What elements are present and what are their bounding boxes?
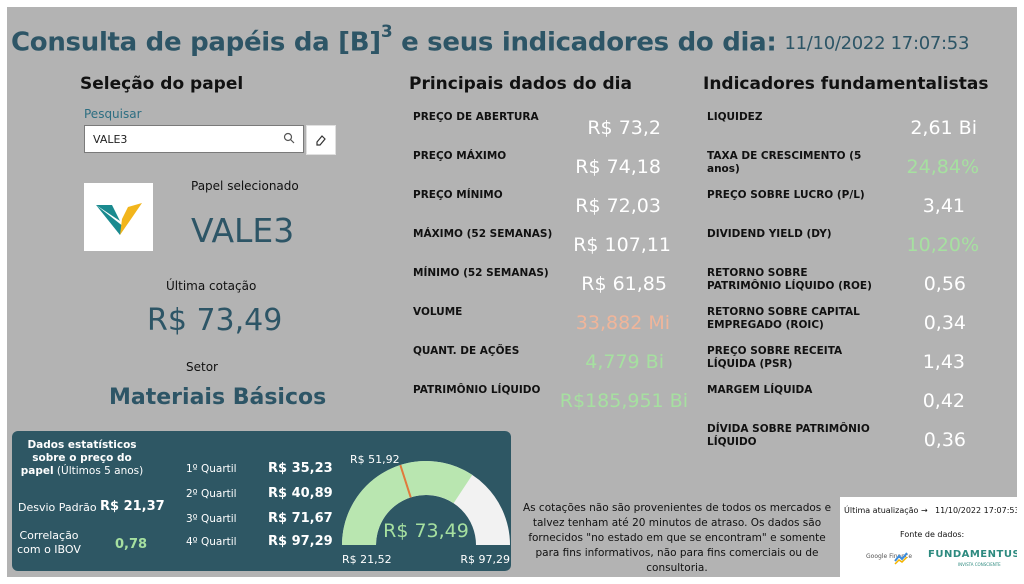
quartile-value: R$ 40,89 — [268, 486, 333, 501]
quartile-label: 4º Quartil — [186, 536, 237, 548]
selected-ticker-value: VALE3 — [191, 211, 295, 250]
price-gauge: R$ 51,92 R$ 73,49 R$ 21,52 R$ 97,29 — [342, 453, 510, 566]
main-data-value: 4,779 Bi — [585, 351, 664, 373]
fundamental-value: 3,41 — [922, 195, 965, 217]
main-data-section-title: Principais dados do dia — [409, 74, 632, 94]
main-data-label: PREÇO MÍNIMO — [413, 189, 503, 201]
last-quote-value: R$ 73,49 — [147, 303, 283, 338]
quartile-label: 2º Quartil — [186, 488, 237, 500]
search-input[interactable]: VALE3 — [84, 125, 304, 153]
update-info-panel: Última atualização → 11/10/2022 17:07:53… — [840, 497, 1017, 577]
main-data-value: R$ 73,2 — [587, 117, 661, 139]
main-data-value: R$ 107,11 — [573, 234, 671, 256]
fundamental-value: 24,84% — [906, 156, 979, 178]
fundamentus-tagline: INVISTA CONSCIENTE — [958, 562, 1001, 567]
quartile-label: 1º Quartil — [186, 463, 237, 475]
search-icon[interactable] — [283, 132, 295, 147]
quartile-label: 3º Quartil — [186, 513, 237, 525]
update-value: 11/10/2022 17:07:53 — [935, 506, 1017, 515]
fundamental-label: TAXA DE CRESCIMENTO (5 anos) — [707, 150, 862, 175]
fundamental-value: 1,43 — [922, 351, 965, 373]
source-label: Fonte de dados: — [900, 530, 965, 539]
search-label: Pesquisar — [84, 107, 142, 121]
google-finance-icon — [894, 552, 908, 565]
fundamentals-section-title: Indicadores fundamentalistas — [703, 74, 989, 94]
correlation-value: 0,78 — [115, 537, 148, 552]
main-data-label: MÍNIMO (52 SEMANAS) — [413, 267, 549, 279]
fundamental-label: RETORNO SOBRE CAPITAL EMPREGADO (ROIC) — [707, 306, 860, 331]
disclaimer-text: As cotações não são provenientes de todo… — [522, 502, 832, 574]
main-data-label: VOLUME — [413, 306, 463, 318]
main-data-value: 33,882 Mi — [575, 312, 670, 334]
main-data-label: MÁXIMO (52 SEMANAS) — [413, 228, 553, 240]
last-quote-label: Última cotação — [166, 279, 257, 293]
gauge-min-label: R$ 21,52 — [342, 553, 392, 566]
selected-ticker-label: Papel selecionado — [191, 179, 299, 193]
fundamental-value: 0,36 — [923, 429, 966, 451]
fundamental-value: 0,42 — [922, 390, 965, 412]
statistics-title: Dados estatísticos sobre o preço do pape… — [20, 439, 144, 477]
main-data-value: R$ 61,85 — [581, 273, 667, 295]
selection-section-title: Seleção do papel — [80, 74, 244, 94]
gauge-max-label: R$ 97,29 — [460, 553, 510, 566]
quartile-value: R$ 97,29 — [268, 534, 333, 549]
gauge-value-label: R$ 73,49 — [383, 520, 469, 542]
search-input-value: VALE3 — [93, 133, 128, 146]
sector-value: Materiais Básicos — [109, 385, 327, 410]
eraser-icon — [316, 135, 326, 146]
fundamental-label: RETORNO SOBRE PATRIMÔNIO LÍQUIDO (ROE) — [707, 267, 872, 292]
main-data-value: R$ 74,18 — [575, 156, 661, 178]
fundamental-value: 2,61 Bi — [910, 117, 977, 139]
main-data-label: PATRIMÔNIO LÍQUIDO — [413, 384, 541, 396]
fundamental-label: PREÇO SOBRE RECEITA LÍQUIDA (PSR) — [707, 345, 843, 370]
main-data-label: PREÇO MÁXIMO — [413, 150, 507, 162]
std-dev-value: R$ 21,37 — [100, 499, 165, 514]
quartile-value: R$ 35,23 — [268, 461, 333, 476]
company-logo — [84, 183, 153, 251]
google-finance-logo[interactable]: Google Finance — [866, 553, 913, 560]
fundamental-value: 0,56 — [923, 273, 966, 295]
fundamental-label: PREÇO SOBRE LUCRO (P/L) — [707, 189, 865, 201]
fundamental-label: MARGEM LÍQUIDA — [707, 384, 813, 396]
page-title: Consulta de papéis da [B]3 e seus indica… — [11, 22, 970, 58]
fundamentus-logo[interactable]: FUNDAMENTUS — [928, 549, 1017, 560]
update-label: Última atualização → — [844, 506, 928, 515]
dashboard-canvas: Consulta de papéis da [B]3 e seus indica… — [7, 7, 1017, 577]
statistics-panel: Dados estatísticos sobre o preço do pape… — [12, 431, 511, 571]
main-data-label: PREÇO DE ABERTURA — [413, 111, 539, 123]
fundamental-label: LIQUIDEZ — [707, 111, 763, 123]
fundamental-value: 0,34 — [923, 312, 966, 334]
gauge-target-label: R$ 51,92 — [350, 453, 400, 466]
main-data-value: R$ 72,03 — [575, 195, 661, 217]
main-data-value: R$185,951 Bi — [559, 390, 688, 412]
clear-selection-button[interactable] — [306, 125, 336, 155]
std-dev-label: Desvio Padrão — [18, 501, 97, 514]
gauge-fill — [342, 461, 473, 546]
main-data-label: QUANT. DE AÇÕES — [413, 345, 520, 357]
gauge-target-marker — [399, 464, 412, 498]
fundamental-value: 10,20% — [906, 234, 979, 256]
fundamental-label: DIVIDEND YIELD (DY) — [707, 228, 832, 240]
fundamental-label: DÍVIDA SOBRE PATRIMÔNIO LÍQUIDO — [707, 423, 870, 448]
header-datetime: 11/10/2022 17:07:53 — [784, 32, 970, 54]
correlation-label: Correlação com o IBOV — [17, 529, 81, 556]
quartile-value: R$ 71,67 — [268, 511, 333, 526]
sector-label: Setor — [186, 360, 218, 374]
